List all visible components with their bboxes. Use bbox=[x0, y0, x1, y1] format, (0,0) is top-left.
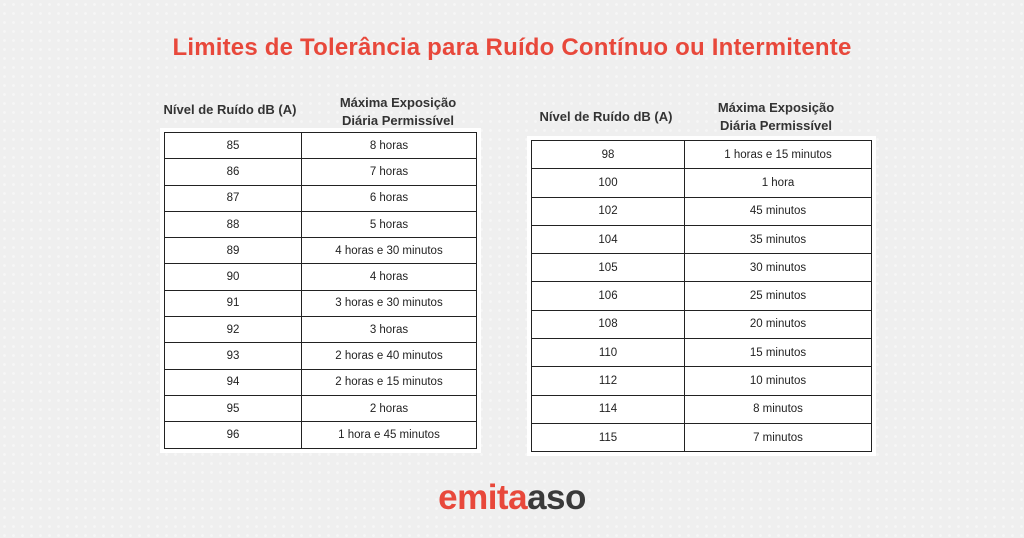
exposure-time-cell: 30 minutos bbox=[684, 253, 872, 283]
table-row: 92 3 horas bbox=[164, 316, 477, 344]
table-row: 88 5 horas bbox=[164, 210, 477, 239]
table-row: 98 1 horas e 15 minutos bbox=[531, 139, 872, 170]
table-row: 106 25 minutos bbox=[531, 281, 872, 311]
exposure-time-cell: 2 horas e 40 minutos bbox=[301, 342, 477, 370]
exposure-time-cell: 4 horas bbox=[301, 263, 477, 291]
exposure-time-cell: 4 horas e 30 minutos bbox=[301, 237, 477, 265]
noise-level-cell: 102 bbox=[531, 196, 685, 226]
table-row: 85 8 horas bbox=[164, 131, 477, 160]
table-row: 93 2 horas e 40 minutos bbox=[164, 342, 477, 370]
table-row: 104 35 minutos bbox=[531, 224, 872, 255]
right-table-container: 98 1 horas e 15 minutos 100 1 hora 102 45 min… bbox=[527, 136, 876, 457]
noise-level-cell: 98 bbox=[531, 139, 685, 170]
emitaaso-logo: emitaaso bbox=[0, 478, 1024, 518]
noise-level-cell: 87 bbox=[164, 184, 302, 212]
noise-level-cell: 85 bbox=[164, 131, 302, 160]
noise-level-cell: 100 bbox=[531, 168, 685, 198]
left-header-level: Nível de Ruído dB (A) bbox=[163, 102, 297, 117]
left-table-container: 85 8 horas 86 7 horas 87 6 horas 88 5 horas 89 4 … bbox=[160, 128, 481, 453]
right-header-exposure-line1: Máxima Exposição bbox=[717, 100, 835, 115]
noise-level-cell: 86 bbox=[164, 158, 302, 186]
noise-level-cell: 90 bbox=[164, 263, 302, 291]
noise-level-cell: 88 bbox=[164, 210, 302, 239]
exposure-time-cell: 8 minutos bbox=[684, 394, 872, 424]
exposure-time-cell: 2 horas e 15 minutos bbox=[301, 368, 477, 396]
noise-level-cell: 96 bbox=[164, 421, 302, 449]
table-row: 90 4 horas bbox=[164, 263, 477, 291]
table-row: 86 7 horas bbox=[164, 158, 477, 186]
noise-level-cell: 110 bbox=[531, 338, 685, 368]
exposure-time-cell: 15 minutos bbox=[684, 338, 872, 368]
logo-part-aso: aso bbox=[527, 478, 586, 517]
table-row: 102 45 minutos bbox=[531, 196, 872, 226]
noise-level-cell: 108 bbox=[531, 309, 685, 340]
table-row: 95 2 horas bbox=[164, 394, 477, 423]
noise-level-cell: 104 bbox=[531, 224, 685, 255]
table-row: 94 2 horas e 15 minutos bbox=[164, 368, 477, 396]
noise-level-cell: 105 bbox=[531, 253, 685, 283]
exposure-time-cell: 45 minutos bbox=[684, 196, 872, 226]
table-row: 115 7 minutos bbox=[531, 422, 872, 453]
table-row: 110 15 minutos bbox=[531, 338, 872, 368]
noise-level-cell: 95 bbox=[164, 394, 302, 423]
right-noise-table: 98 1 horas e 15 minutos 100 1 hora 102 45 min… bbox=[531, 139, 872, 453]
table-row: 100 1 hora bbox=[531, 168, 872, 198]
right-header-exposure: Máxima Exposição Diária Permissível bbox=[696, 99, 856, 135]
table-row: 105 30 minutos bbox=[531, 253, 872, 283]
noise-level-cell: 94 bbox=[164, 368, 302, 396]
exposure-time-cell: 6 horas bbox=[301, 184, 477, 212]
table-row: 96 1 hora e 45 minutos bbox=[164, 421, 477, 449]
exposure-time-cell: 7 minutos bbox=[684, 422, 872, 453]
noise-level-cell: 106 bbox=[531, 281, 685, 311]
table-row: 89 4 horas e 30 minutos bbox=[164, 237, 477, 265]
exposure-time-cell: 10 minutos bbox=[684, 366, 872, 396]
exposure-time-cell: 7 horas bbox=[301, 158, 477, 186]
exposure-time-cell: 5 horas bbox=[301, 210, 477, 239]
table-row: 108 20 minutos bbox=[531, 309, 872, 340]
noise-level-cell: 93 bbox=[164, 342, 302, 370]
left-noise-table: 85 8 horas 86 7 horas 87 6 horas 88 5 horas 89 4 … bbox=[164, 131, 477, 449]
noise-level-cell: 92 bbox=[164, 316, 302, 344]
exposure-time-cell: 1 hora e 45 minutos bbox=[301, 421, 477, 449]
noise-level-cell: 114 bbox=[531, 394, 685, 424]
exposure-time-cell: 35 minutos bbox=[684, 224, 872, 255]
left-header-exposure-line2: Diária Permissível bbox=[341, 113, 455, 128]
exposure-time-cell: 1 horas e 15 minutos bbox=[684, 139, 872, 170]
table-row: 87 6 horas bbox=[164, 184, 477, 212]
noise-level-cell: 91 bbox=[164, 289, 302, 318]
exposure-time-cell: 25 minutos bbox=[684, 281, 872, 311]
noise-level-cell: 112 bbox=[531, 366, 685, 396]
exposure-time-cell: 8 horas bbox=[301, 131, 477, 160]
table-row: 91 3 horas e 30 minutos bbox=[164, 289, 477, 318]
exposure-time-cell: 3 horas e 30 minutos bbox=[301, 289, 477, 318]
noise-level-cell: 115 bbox=[531, 422, 685, 453]
right-header-exposure-line2: Diária Permissível bbox=[719, 118, 833, 133]
exposure-time-cell: 3 horas bbox=[301, 316, 477, 344]
exposure-time-cell: 20 minutos bbox=[684, 309, 872, 340]
left-header-exposure: Máxima Exposição Diária Permissível bbox=[318, 94, 478, 130]
table-row: 112 10 minutos bbox=[531, 366, 872, 396]
logo-part-emita: emita bbox=[438, 478, 528, 517]
table-row: 114 8 minutos bbox=[531, 394, 872, 424]
noise-level-cell: 89 bbox=[164, 237, 302, 265]
exposure-time-cell: 2 horas bbox=[301, 394, 477, 423]
left-header-exposure-line1: Máxima Exposição bbox=[339, 95, 457, 110]
right-header-level: Nível de Ruído dB (A) bbox=[539, 109, 673, 124]
page-title: Limites de Tolerância para Ruído Contínu… bbox=[172, 34, 852, 61]
exposure-time-cell: 1 hora bbox=[684, 168, 872, 198]
